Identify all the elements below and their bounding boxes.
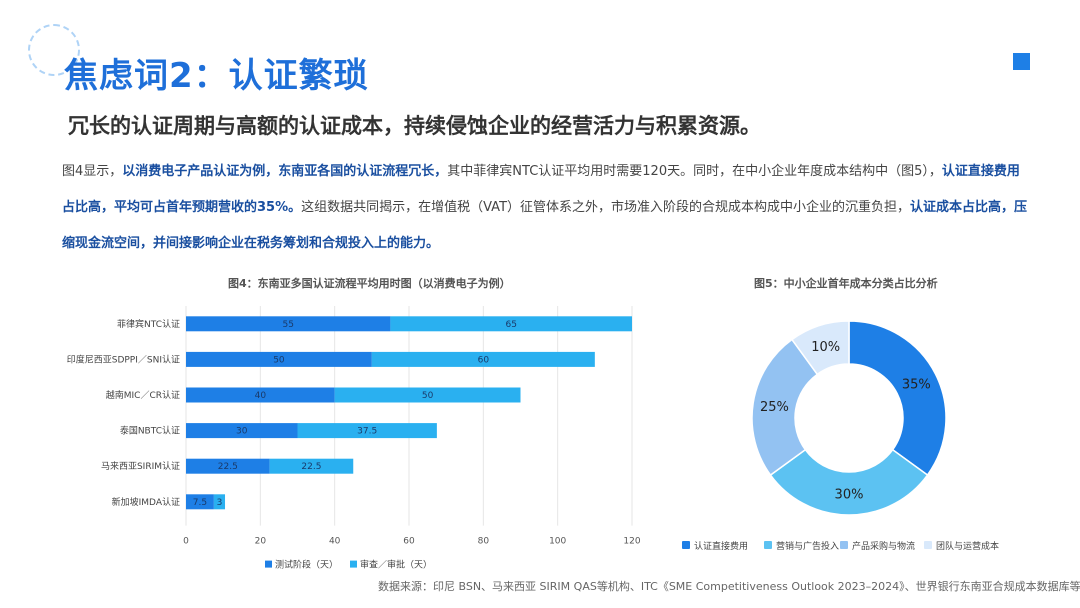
bar-value-label: 50 (273, 355, 285, 365)
slice-value-label: 35% (902, 378, 931, 393)
legend-label: 营销与广告投入 (776, 540, 839, 552)
legend-label: 认证直接费用 (694, 540, 748, 552)
x-tick-label: 60 (403, 537, 415, 547)
page-title: 焦虑词2：认证繁琐 (64, 56, 369, 96)
bar-value-label: 50 (422, 391, 434, 401)
bar-value-label: 7.5 (193, 498, 207, 508)
bar-segment (334, 387, 521, 403)
bar-segment (186, 316, 391, 332)
category-label: 马来西亚SIRIM认证 (101, 460, 180, 472)
paragraph-segment: 认证成本占比高，压缩现金流空间，并间接影响企业在税务筹划和合规投入上的能力。 (62, 200, 1028, 251)
bar-value-label: 65 (505, 320, 516, 330)
legend-label: 产品采购与物流 (852, 540, 915, 552)
x-tick-label: 40 (329, 537, 341, 547)
slice-value-label: 30% (835, 488, 864, 503)
legend-label: 审查／审批（天） (360, 559, 432, 571)
bar-value-label: 37.5 (357, 427, 377, 437)
bar-segment (390, 316, 632, 332)
x-tick-label: 20 (255, 537, 267, 547)
category-label: 菲律宾NTC认证 (117, 318, 180, 330)
bar-segment (371, 351, 595, 367)
x-tick-label: 100 (549, 537, 566, 547)
slice-value-label: 25% (760, 400, 789, 415)
bar-segment (297, 423, 437, 439)
paragraph-segment: 其中菲律宾NTC认证平均用时需要120天。同时，在中小企业年度成本结构中（图5）… (447, 164, 942, 179)
bar-segment (186, 494, 214, 510)
paragraph-segment: 这组数据共同揭示，在增值税（VAT）征管体系之外，市场准入阶段的合规成本构成中小… (301, 200, 911, 215)
paragraph-segment: 以消费电子产品认证为例，东南亚各国的认证流程冗长， (122, 164, 448, 179)
bar-segment (186, 387, 335, 403)
legend-label: 团队与运营成本 (936, 540, 999, 552)
decorative-blue-square (1013, 53, 1030, 70)
legend-swatch (924, 541, 932, 549)
donut-slice (848, 320, 947, 477)
category-label: 泰国NBTC认证 (120, 425, 180, 437)
x-tick-label: 0 (183, 537, 189, 547)
legend-swatch (350, 560, 357, 568)
bar-segment (213, 494, 226, 510)
legend-swatch (764, 541, 772, 549)
bar-value-label: 30 (236, 427, 248, 437)
paragraph-segment: 图4显示， (62, 164, 123, 179)
bar-value-label: 60 (478, 355, 490, 365)
donut-slice (790, 320, 850, 376)
bar-segment (186, 351, 372, 367)
donut-slice (769, 448, 929, 516)
body-paragraph: 图4显示，以消费电子产品认证为例，东南亚各国的认证流程冗长，其中菲律宾NTC认证… (62, 154, 1030, 262)
bar-chart-title: 图4：东南亚多国认证流程平均用时图（以消费电子为例） (228, 277, 511, 290)
donut-chart-title: 图5：中小企业首年成本分类占比分析 (754, 277, 938, 290)
category-label: 越南MIC／CR认证 (106, 389, 180, 401)
bar-value-label: 22.5 (218, 462, 238, 472)
paragraph-segment: 认证直接费用占比高，平均可占首年预期营收的35%。 (62, 164, 1020, 215)
bar-value-label: 3 (217, 498, 223, 508)
bar-value-label: 40 (255, 391, 267, 401)
donut-slice (751, 338, 819, 477)
bar-segment (269, 458, 354, 474)
legend-swatch (682, 541, 690, 549)
page-subtitle: 冗长的认证周期与高额的认证成本，持续侵蚀企业的经营活力与积累资源。 (68, 114, 761, 138)
bar-value-label: 55 (282, 320, 293, 330)
bar-segment (186, 423, 298, 439)
decorative-dotted-circle (28, 24, 80, 76)
data-source-note: 数据来源：印尼 BSN、马来西亚 SIRIM QAS等机构、ITC《SME Co… (378, 580, 1080, 593)
x-tick-label: 80 (478, 537, 490, 547)
legend-swatch (265, 560, 272, 568)
bar-segment (186, 458, 270, 474)
category-label: 印度尼西亚SDPPI／SNI认证 (67, 353, 180, 365)
x-tick-label: 120 (623, 537, 640, 547)
bar-value-label: 22.5 (301, 462, 321, 472)
category-label: 新加坡IMDA认证 (112, 496, 180, 508)
legend-swatch (840, 541, 848, 549)
slice-value-label: 10% (811, 340, 840, 355)
legend-label: 测试阶段（天） (275, 559, 338, 571)
